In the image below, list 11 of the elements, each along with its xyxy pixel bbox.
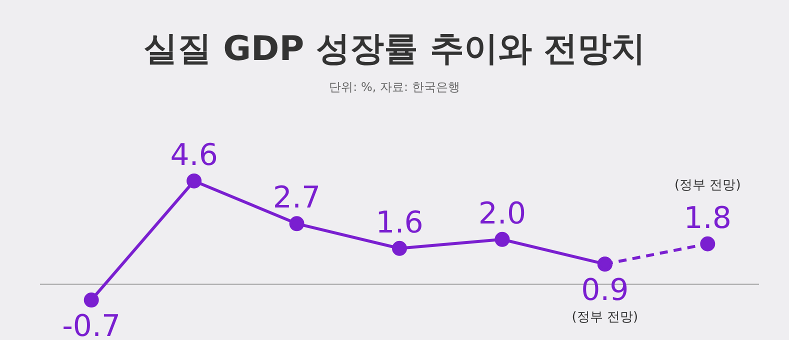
- data-label: 1.8: [684, 200, 732, 236]
- data-label: 0.9: [581, 273, 629, 308]
- chart-title: 실질 GDP 성장률 추이와 전망치: [142, 28, 647, 71]
- annotation: (정부 전망): [674, 176, 742, 194]
- data-label: 2.0: [478, 196, 526, 232]
- data-label: 2.7: [272, 180, 321, 216]
- data-label: 1.6: [376, 205, 424, 240]
- chart-subtitle: 단위: %, 자료: 한국은행: [328, 79, 461, 96]
- data-label: -0.7: [62, 309, 121, 340]
- data-label: 4.6: [170, 138, 218, 173]
- text: (정부 전망): [570, 309, 640, 326]
